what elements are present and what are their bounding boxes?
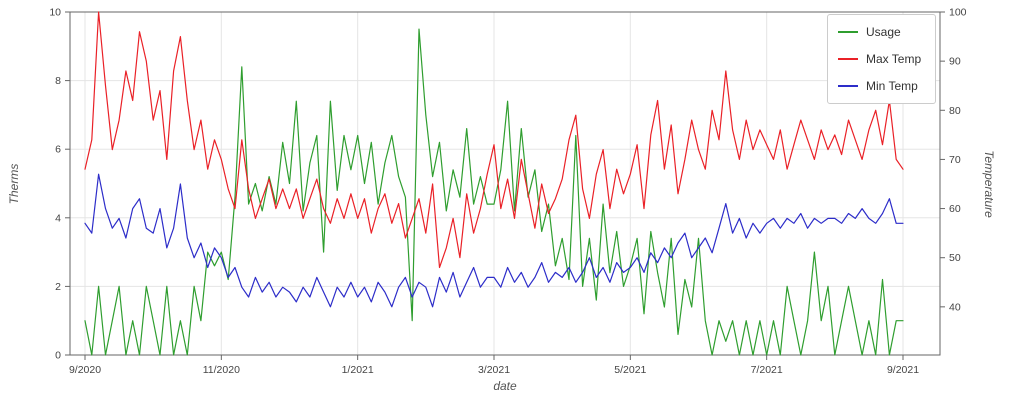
x-axis-label: date (493, 379, 517, 393)
legend-swatch-usage-line (838, 31, 858, 34)
svg-text:70: 70 (949, 154, 961, 166)
svg-text:80: 80 (949, 105, 961, 117)
legend-label-min-temp: Min Temp (866, 78, 918, 93)
legend-item-usage: Usage (828, 21, 935, 43)
svg-text:9/2020: 9/2020 (69, 364, 101, 376)
svg-text:3/2021: 3/2021 (478, 364, 510, 376)
svg-text:5/2021: 5/2021 (614, 364, 646, 376)
svg-text:4: 4 (55, 212, 61, 224)
legend: Usage Max Temp Min Temp (827, 14, 936, 104)
legend-item-min-temp: Min Temp (828, 75, 935, 97)
svg-text:100: 100 (949, 7, 967, 19)
legend-swatch-max-temp-line (838, 57, 858, 60)
svg-text:11/2020: 11/2020 (203, 364, 240, 376)
legend-swatch-min-temp-line (838, 84, 858, 87)
svg-text:50: 50 (949, 252, 961, 264)
svg-text:40: 40 (949, 301, 961, 313)
legend-item-max-temp: Max Temp (828, 48, 935, 70)
svg-text:6: 6 (55, 144, 61, 156)
y-axis-label-left: Therms (7, 163, 21, 205)
svg-text:2: 2 (55, 281, 61, 293)
legend-label-usage: Usage (866, 25, 901, 40)
y-axis-label-right: Temperature (982, 150, 996, 218)
svg-text:60: 60 (949, 203, 961, 215)
legend-label-max-temp: Max Temp (866, 51, 922, 66)
svg-text:9/2021: 9/2021 (887, 364, 919, 376)
svg-text:0: 0 (55, 350, 61, 362)
svg-text:90: 90 (949, 56, 961, 68)
svg-text:8: 8 (55, 75, 61, 87)
svg-text:10: 10 (49, 7, 61, 19)
svg-text:7/2021: 7/2021 (751, 364, 783, 376)
svg-text:1/2021: 1/2021 (342, 364, 374, 376)
